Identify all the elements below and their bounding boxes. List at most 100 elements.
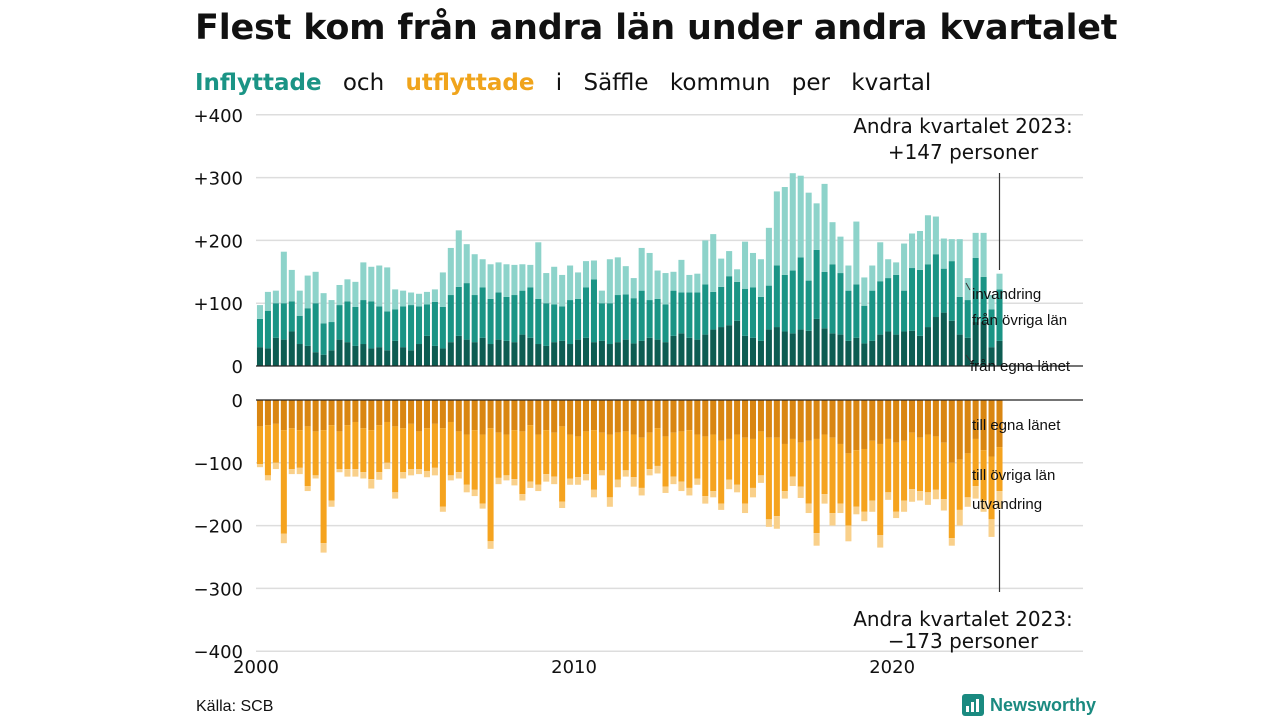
bar-utvandring <box>909 489 916 502</box>
bar-invandring <box>503 264 510 297</box>
bar-från-övriga-län <box>551 304 558 343</box>
bar-utvandring <box>646 469 653 476</box>
bar-från-egna-länet <box>726 325 733 366</box>
bar-från-egna-länet <box>447 342 454 366</box>
annotation-bottom: Andra kvartalet 2023: <box>853 607 1073 631</box>
bar-från-övriga-län <box>447 295 454 343</box>
bar-utvandring <box>392 492 399 499</box>
bar-till-egna-länet <box>749 400 757 439</box>
bar-från-egna-länet <box>575 339 582 366</box>
bar-invandring <box>932 216 939 255</box>
bar-invandring <box>853 221 860 285</box>
bar-från-egna-länet <box>328 350 335 366</box>
bar-till-övriga-län <box>662 436 669 487</box>
bar-invandring <box>495 262 502 293</box>
bar-invandring <box>360 262 367 301</box>
brand-logo: Newsworthy <box>962 694 1096 716</box>
bar-utvandring <box>384 462 391 470</box>
bar-till-egna-länet <box>439 400 446 429</box>
bar-från-egna-länet <box>869 340 876 366</box>
bar-från-övriga-län <box>853 284 860 338</box>
bar-utvandring <box>710 491 717 498</box>
bar-från-övriga-län <box>503 296 510 341</box>
bar-från-övriga-län <box>813 249 820 319</box>
bar-från-egna-länet <box>368 348 375 366</box>
bar-från-egna-länet <box>264 348 271 366</box>
bar-utvandring <box>344 469 351 477</box>
bar-från-övriga-län <box>392 309 399 341</box>
bar-utvandring <box>734 484 741 493</box>
bar-invandring <box>582 261 590 288</box>
bar-till-övriga-län <box>543 430 550 475</box>
bar-invandring <box>805 192 812 281</box>
bar-till-egna-länet <box>869 400 876 441</box>
bar-till-egna-länet <box>996 400 1003 448</box>
bar-från-egna-länet <box>288 331 295 366</box>
bar-från-övriga-län <box>718 286 725 328</box>
bar-från-övriga-län <box>376 306 383 348</box>
bar-från-egna-länet <box>678 333 685 366</box>
bar-invandring <box>765 227 772 286</box>
bar-invandring <box>829 222 836 265</box>
bar-invandring <box>264 291 271 311</box>
bar-från-egna-länet <box>988 347 995 366</box>
bar-till-övriga-län <box>487 428 494 542</box>
bar-invandring <box>893 262 900 275</box>
bar-från-egna-länet <box>877 334 884 366</box>
bar-till-övriga-län <box>272 423 279 463</box>
bar-från-övriga-län <box>360 300 367 345</box>
bar-till-egna-länet <box>948 400 955 463</box>
bar-från-egna-länet <box>972 322 979 366</box>
bar-till-övriga-län <box>916 437 924 492</box>
bar-till-övriga-län <box>296 430 303 468</box>
bar-utvandring <box>606 497 613 507</box>
bar-från-egna-länet <box>312 352 319 366</box>
bar-utvandring <box>312 475 319 479</box>
chart-title: Flest kom från andra län under andra kva… <box>195 8 1118 48</box>
bar-från-egna-länet <box>924 327 931 366</box>
bar-från-övriga-län <box>487 298 494 345</box>
bar-till-egna-länet <box>789 400 796 439</box>
bar-från-egna-länet <box>590 342 597 366</box>
bar-från-övriga-län <box>439 306 446 349</box>
bar-utvandring <box>415 469 423 475</box>
bar-från-egna-länet <box>360 344 367 366</box>
bar-invandring <box>320 293 327 324</box>
bar-utvandring <box>845 525 852 542</box>
bar-till-egna-länet <box>582 400 590 432</box>
bar-till-egna-länet <box>328 400 335 426</box>
bar-från-egna-länet <box>392 340 399 366</box>
bar-från-övriga-län <box>996 289 1003 341</box>
bar-utvandring <box>924 492 931 505</box>
bar-till-egna-länet <box>344 400 351 426</box>
bar-till-egna-länet <box>487 400 494 429</box>
bar-från-övriga-län <box>781 274 788 332</box>
bar-till-övriga-län <box>551 432 558 477</box>
bar-till-övriga-län <box>980 450 987 501</box>
bar-från-övriga-län <box>328 322 335 351</box>
bar-från-egna-länet <box>272 337 279 366</box>
bar-invandring <box>535 242 542 299</box>
bar-till-egna-länet <box>431 400 438 424</box>
bar-till-övriga-län <box>829 437 836 514</box>
bar-utvandring <box>288 469 295 475</box>
bar-till-övriga-län <box>861 448 868 512</box>
bar-till-egna-länet <box>893 400 900 443</box>
bar-till-egna-länet <box>606 400 613 435</box>
bar-till-övriga-län <box>932 436 939 490</box>
bar-till-övriga-län <box>678 431 685 482</box>
bar-invandring <box>344 279 351 302</box>
bar-till-övriga-län <box>264 425 271 476</box>
bar-utvandring <box>543 474 550 482</box>
bar-invandring <box>567 265 574 301</box>
bar-från-övriga-län <box>662 304 669 343</box>
bar-till-övriga-län <box>352 421 359 470</box>
bar-invandring <box>694 273 701 293</box>
bar-till-egna-länet <box>551 400 558 433</box>
bar-till-egna-länet <box>567 400 574 435</box>
bar-utvandring <box>352 469 359 477</box>
bar-till-egna-länet <box>447 400 454 422</box>
bar-till-övriga-län <box>638 437 645 488</box>
bar-från-egna-länet <box>710 329 717 366</box>
bar-utvandring <box>916 491 924 501</box>
